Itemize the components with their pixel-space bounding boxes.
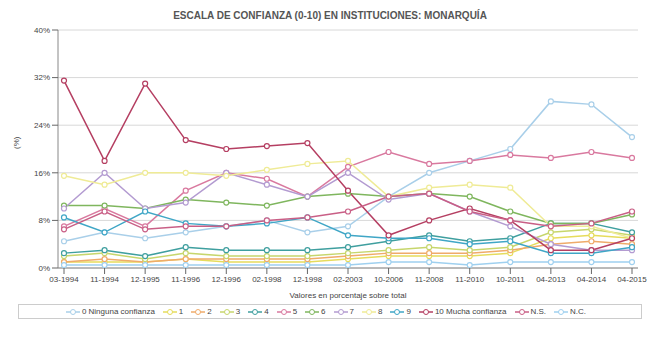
html-text:10 Mucha confianza: 10 Mucha confianza: [434, 307, 507, 316]
svg-text:12-1998: 12-1998: [293, 275, 323, 284]
svg-text:12-1996: 12-1996: [212, 275, 242, 284]
svg-text:0%: 0%: [38, 264, 50, 273]
svg-text:11-2010: 11-2010: [455, 275, 484, 284]
svg-text:10-2006: 10-2006: [374, 275, 404, 284]
svg-text:12-1995: 12-1995: [130, 275, 160, 284]
svg-text:04-2014: 04-2014: [577, 275, 607, 284]
html-text:3: 3: [235, 307, 241, 316]
html-text:7: 7: [349, 307, 354, 316]
html-text:2: 2: [207, 307, 212, 316]
svg-text:11-2008: 11-2008: [415, 275, 444, 284]
svg-text:32%: 32%: [34, 73, 50, 82]
svg-text:10-2011: 10-2011: [496, 275, 525, 284]
html-text:1: 1: [178, 307, 184, 316]
html-text:8: 8: [378, 307, 383, 316]
svg-text:11-1994: 11-1994: [90, 275, 119, 284]
html-text:0 Ninguna confianza: 0 Ninguna confianza: [81, 307, 155, 316]
svg-text:16%: 16%: [34, 169, 50, 178]
html-text:ESCALA DE CONFIANZA (0-10) EN: ESCALA DE CONFIANZA (0-10) EN INSTITUCIO…: [173, 10, 487, 21]
svg-text:11-1996: 11-1996: [171, 275, 200, 284]
svg-text:03-1994: 03-1994: [49, 275, 79, 284]
svg-text:04-2013: 04-2013: [536, 275, 566, 284]
html-text:5: 5: [292, 307, 298, 316]
html-text:6: 6: [321, 307, 326, 316]
html-text:9: 9: [406, 307, 411, 316]
svg-text:(%): (%): [12, 136, 21, 149]
svg-text:8%: 8%: [38, 216, 50, 225]
html-text:4: 4: [264, 307, 269, 316]
svg-text:02-1998: 02-1998: [252, 275, 282, 284]
svg-text:24%: 24%: [34, 121, 50, 130]
svg-text:40%: 40%: [34, 26, 50, 35]
html-text:N.C.: N.C.: [570, 307, 587, 316]
svg-text:04-2015: 04-2015: [617, 275, 647, 284]
html-text:N.S.: N.S.: [530, 307, 547, 316]
svg-text:02-2003: 02-2003: [333, 275, 363, 284]
svg-text:Valores en porcentaje sobre to: Valores en porcentaje sobre total: [290, 291, 407, 300]
